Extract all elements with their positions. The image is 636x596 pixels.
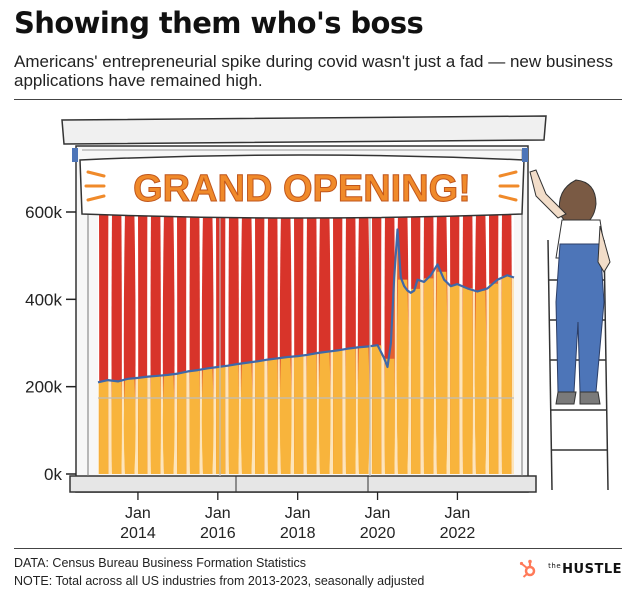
curtain-strip-yellow	[201, 368, 214, 474]
curtain-strip-yellow	[228, 364, 239, 474]
curtain-strip-yellow	[216, 366, 226, 474]
curtain-strip-yellow	[294, 356, 304, 474]
x-tick-label: 2016	[200, 525, 236, 542]
x-tick-label: Jan	[205, 505, 231, 522]
y-tick-label: 400k	[25, 290, 62, 309]
curtain-strip-yellow	[99, 381, 109, 474]
top-divider	[14, 99, 622, 100]
x-tick-label: 2018	[280, 525, 316, 542]
person-illustration	[529, 169, 611, 405]
x-tick-label: 2020	[360, 525, 396, 542]
curtain-strip-yellow	[435, 271, 448, 474]
curtain-strip-yellow	[255, 361, 265, 474]
curtain-strip-yellow	[333, 350, 343, 474]
x-axis: Jan 2014 Jan 2016 Jan 2018 Jan 2020 Jan 2022	[120, 492, 475, 542]
source-note: DATA: Census Bureau Business Formation S…	[14, 556, 307, 570]
brand-logos: theHUSTLE	[518, 559, 622, 579]
curtain-strip-yellow	[177, 372, 187, 474]
banner-text: GRAND OPENING!	[133, 168, 471, 210]
curtain-strip-yellow	[123, 378, 136, 474]
curtain-strip-yellow	[384, 358, 395, 474]
grand-opening-banner: GRAND OPENING!	[72, 148, 528, 219]
curtain-strip-yellow	[501, 276, 512, 474]
x-tick-label: 2022	[440, 525, 476, 542]
curtain-strip-yellow	[240, 362, 253, 474]
curtain-strip-yellow	[450, 285, 460, 474]
x-tick-label: Jan	[285, 505, 311, 522]
curtain-strip-yellow	[150, 376, 161, 474]
x-tick-label: Jan	[365, 505, 391, 522]
series-line	[97, 228, 515, 384]
curtain-strip-yellow	[462, 288, 473, 474]
methodology-note: NOTE: Total across all US industries fro…	[14, 574, 425, 588]
y-axis: 0k 200k 400k 600k	[25, 203, 76, 484]
y-tick-label: 600k	[25, 203, 62, 222]
curtain-strip-yellow	[372, 345, 382, 474]
curtain-strip-yellow	[357, 346, 370, 474]
the-hustle-logo: theHUSTLE	[548, 561, 622, 577]
curtain-strip-yellow	[189, 370, 200, 474]
curtain-strip-yellow	[162, 374, 175, 474]
curtain-strip-yellow	[489, 283, 499, 474]
curtain-strip-yellow	[423, 278, 434, 474]
curtain-strip-yellow	[318, 352, 331, 474]
curtain-strip-yellow	[474, 290, 487, 474]
x-tick-label: Jan	[125, 505, 151, 522]
x-tick-label: 2014	[120, 525, 156, 542]
curtain-strip-yellow	[411, 288, 421, 474]
curtain-strip-yellow	[138, 377, 148, 474]
y-tick-label: 0k	[44, 465, 62, 484]
y-tick-label: 200k	[25, 378, 62, 397]
curtain-strip-yellow	[345, 348, 356, 474]
curtain-area	[98, 212, 514, 474]
x-tick-label: Jan	[445, 505, 471, 522]
headline: Showing them who's boss	[14, 6, 424, 40]
window-frame	[98, 212, 514, 476]
curtain-strip-yellow	[111, 381, 122, 474]
curtain-strip-yellow	[396, 279, 409, 474]
curtain-strip-yellow	[267, 359, 278, 474]
subtitle: Americans' entrepreneurial spike during …	[14, 52, 613, 90]
curtain-strip-yellow	[306, 354, 317, 474]
hubspot-sprocket-icon	[520, 559, 536, 578]
curtain-strip-yellow	[279, 357, 292, 474]
bottom-divider	[14, 548, 622, 549]
curtain-strips-yellow	[98, 229, 514, 474]
